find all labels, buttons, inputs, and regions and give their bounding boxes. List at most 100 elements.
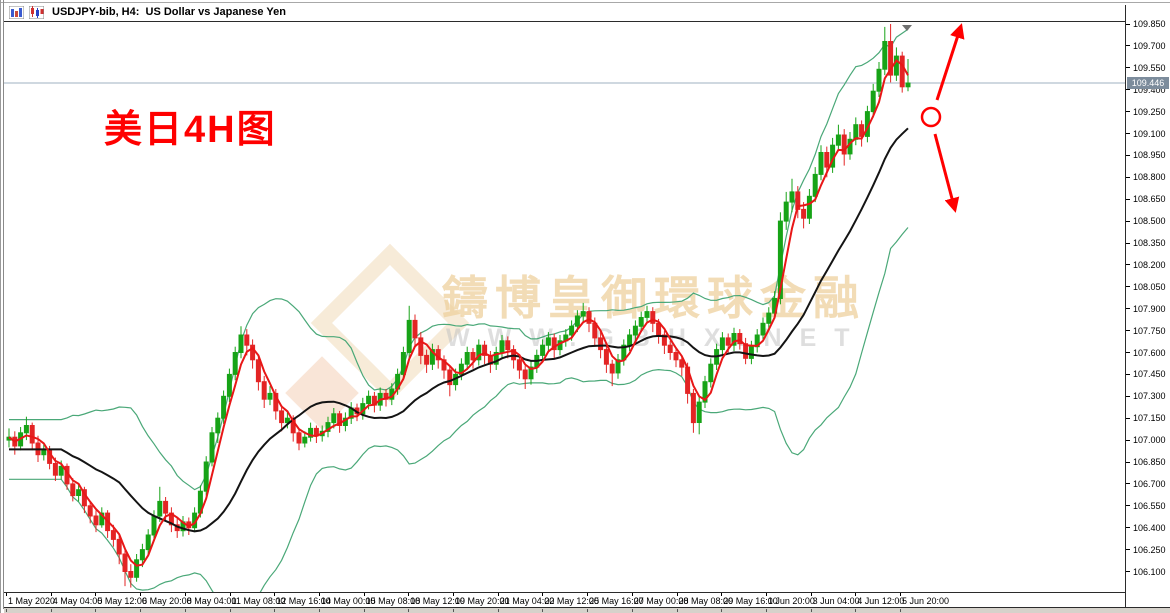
window-left-border (0, 0, 1, 613)
price-tick-label: 107.900 (1133, 303, 1166, 314)
time-tick (274, 593, 276, 596)
price-tick (1126, 527, 1130, 529)
price-tick-label: 106.850 (1133, 457, 1166, 467)
price-tick-label: 108.950 (1133, 150, 1166, 161)
time-tick-label: 1 May 2020 (8, 596, 56, 606)
price-tick (1126, 89, 1130, 91)
price-tick-label: 106.550 (1133, 500, 1166, 511)
bollinger-lower-band (9, 227, 909, 592)
price-tick-label: 108.050 (1133, 281, 1166, 292)
next-window-tick (765, 609, 767, 612)
next-window-tick (6, 609, 7, 612)
candlestick-chart[interactable] (4, 22, 1125, 592)
price-tick-label: 109.100 (1133, 128, 1166, 139)
price-tick-label: 109.700 (1133, 40, 1166, 51)
bollinger-upper-band (9, 28, 909, 491)
next-window-tick (184, 609, 186, 612)
next-window-tick (676, 609, 678, 612)
decision-circle[interactable] (920, 106, 942, 128)
price-tick (1126, 67, 1130, 69)
chart-annotation-label[interactable]: 美日4H图 (104, 109, 277, 151)
time-tick-label: 28 May 08:00 (678, 596, 734, 606)
price-tick (1126, 330, 1130, 332)
price-tick-label: 109.400 (1133, 84, 1166, 95)
price-tick-label: 107.600 (1133, 347, 1166, 358)
time-tick-label: 1 Jun 20:00 (767, 596, 815, 606)
next-window-tick (587, 609, 589, 612)
chart-title: USDJPY-bib, H4: US Dollar vs Japanese Ye… (52, 6, 286, 18)
next-window-tick (140, 609, 142, 612)
next-window-tick (229, 609, 231, 612)
time-tick-label: 6 May 20:00 (142, 596, 192, 606)
price-tick (1126, 198, 1130, 200)
time-tick-label: 5 Jun 20:00 (902, 596, 950, 606)
time-tick-label: 12 May 16:00 (276, 596, 331, 606)
time-tick (140, 593, 142, 596)
price-tick-label: 109.250 (1133, 106, 1166, 117)
next-window-tick (497, 609, 499, 612)
next-window-tick (274, 609, 276, 612)
price-tick (1126, 439, 1130, 441)
ma-fast-line (8, 59, 909, 567)
time-tick (855, 593, 857, 596)
time-tick (631, 593, 633, 596)
time-tick (229, 593, 231, 596)
price-tick-label: 108.350 (1133, 238, 1166, 248)
price-tick (1126, 154, 1130, 156)
time-tick-label: 8 May 04:00 (186, 596, 237, 606)
price-tick (1126, 23, 1130, 25)
price-tick (1126, 395, 1130, 397)
price-tick-label: 109.550 (1133, 62, 1166, 73)
price-tick-label: 107.000 (1133, 435, 1166, 446)
time-tick (408, 593, 410, 596)
price-tick (1126, 461, 1130, 463)
price-tick-label: 108.500 (1133, 216, 1166, 227)
next-window-tick (408, 609, 410, 612)
candles (6, 24, 911, 588)
next-window-tick (721, 609, 723, 612)
next-window-tick (363, 609, 365, 612)
time-tick-label: 4 May 04:00 (52, 596, 103, 606)
time-tick-label: 4 Jun 12:00 (857, 596, 905, 606)
time-tick (810, 593, 812, 596)
price-tick (1126, 549, 1130, 551)
price-tick (1126, 45, 1130, 47)
price-tick-label: 107.300 (1133, 391, 1166, 402)
time-tick (542, 593, 544, 596)
time-axis[interactable]: 1 May 2020 4 May 04:00 5 May 12:00 6 May 20… (4, 592, 1125, 608)
trend-arrow-down[interactable] (933, 133, 960, 213)
price-tick-label: 106.400 (1133, 522, 1166, 533)
price-tick (1126, 505, 1130, 507)
time-tick (6, 593, 7, 596)
current-bar-marker-icon (902, 25, 912, 31)
time-tick (95, 593, 97, 596)
time-tick-label: 25 May 16:00 (589, 596, 644, 606)
price-tick (1126, 286, 1130, 288)
price-tick (1126, 176, 1130, 178)
price-tick (1126, 483, 1130, 485)
ohlc-window-icon (9, 5, 24, 19)
price-tick-label: 108.800 (1133, 172, 1166, 183)
time-tick (497, 593, 499, 596)
price-tick (1126, 373, 1130, 375)
price-tick-label: 108.650 (1133, 194, 1166, 205)
time-tick (900, 593, 901, 596)
time-tick-label: 14 May 00:00 (320, 596, 376, 606)
price-tick-label: 106.250 (1133, 544, 1166, 555)
next-window-tick (318, 609, 320, 612)
chart-area[interactable]: 鑄博皇御環球金融 WWW.GBHX.NET 美日4H图 (4, 22, 1125, 592)
time-tick (587, 593, 589, 596)
time-tick-label: 19 May 20:00 (455, 596, 510, 606)
next-window-tick (95, 609, 97, 612)
time-tick (50, 593, 52, 596)
time-tick-label: 29 May 16:00 (723, 596, 778, 606)
price-axis[interactable]: 109.850 109.700 109.550 109.400 109.250 109.1… (1125, 5, 1170, 607)
chart-title-bar[interactable]: USDJPY-bib, H4: US Dollar vs Japanese Ye… (4, 3, 1170, 22)
price-tick (1126, 264, 1130, 266)
price-tick-label: 107.750 (1133, 325, 1166, 336)
trend-arrow-up[interactable] (935, 23, 965, 101)
price-tick-label: 109.850 (1133, 19, 1166, 29)
ma-slow-line (9, 127, 909, 533)
time-tick (363, 593, 365, 596)
